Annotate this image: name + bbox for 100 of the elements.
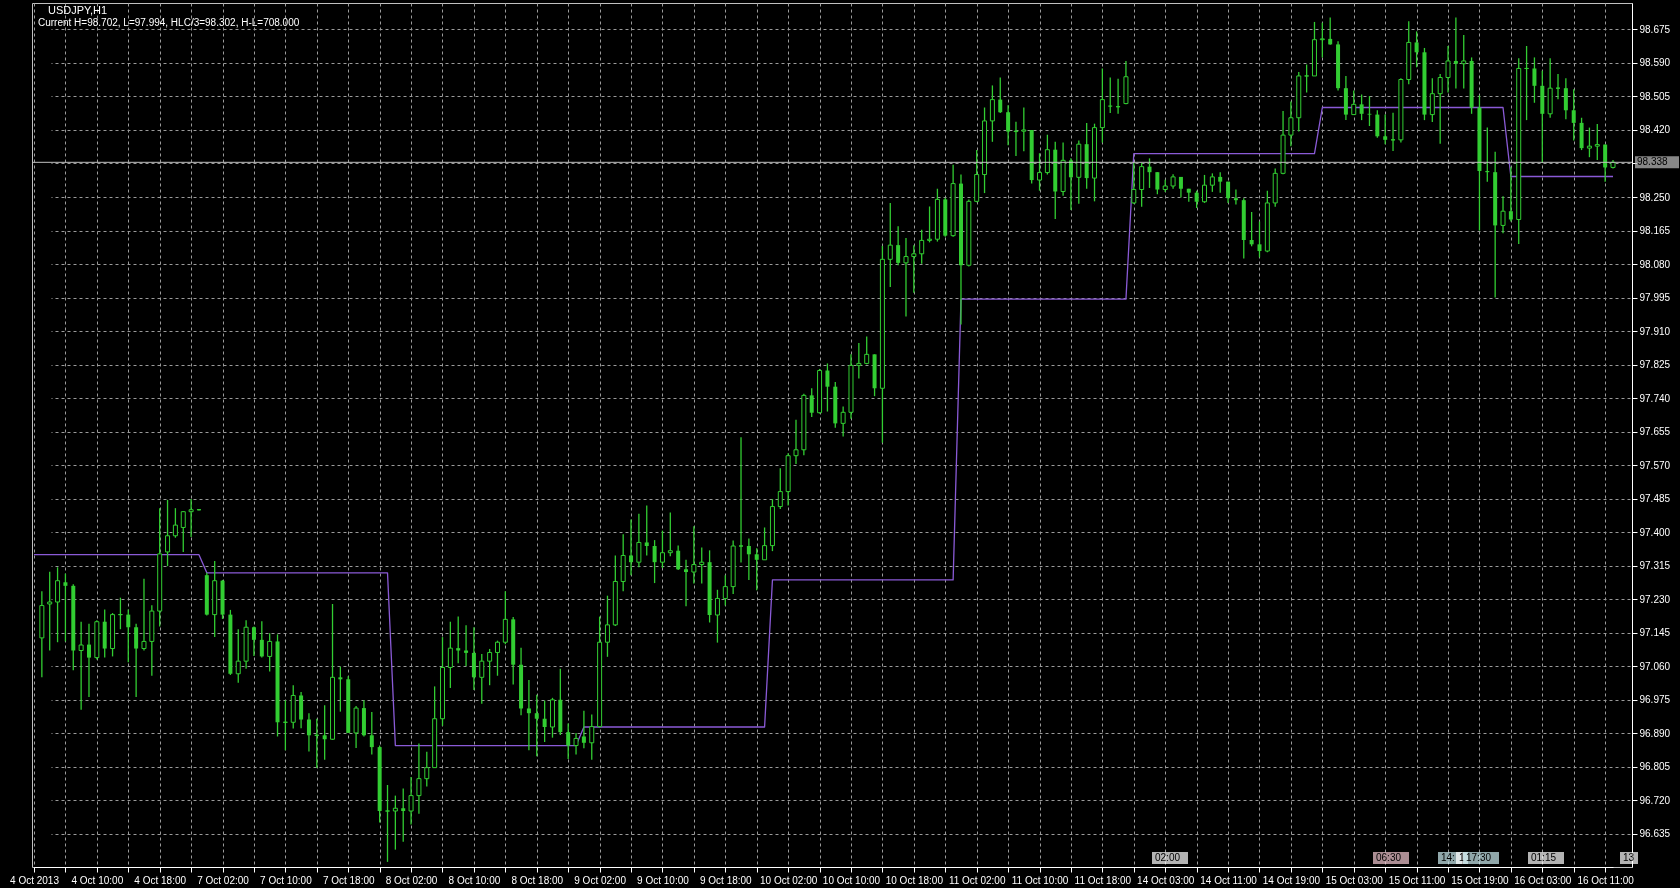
candlestick: [424, 751, 430, 788]
candlestick: [487, 648, 493, 686]
candlestick: [684, 559, 689, 607]
y-tick-label: 97.740: [1639, 392, 1671, 404]
candlestick: [401, 787, 406, 843]
candlestick: [47, 570, 53, 652]
y-tick-label: 98.165: [1639, 225, 1671, 237]
text: Current H=98.702, L=97.994, HLC/3=98.302, H-L=708.000: [38, 17, 300, 28]
candlestick: [1249, 211, 1254, 247]
x-tick-label: 11 Oct 10:00: [1011, 874, 1069, 886]
y-tick-label: 98.590: [1639, 57, 1671, 69]
x-tick-label: 10 Oct 18:00: [885, 874, 944, 886]
candlestick: [1383, 113, 1388, 145]
y-tick-label: 96.975: [1639, 694, 1671, 706]
candlestick: [188, 498, 194, 538]
candlestick: [494, 640, 500, 677]
candlestick: [1257, 220, 1262, 258]
y-tick-label: 97.145: [1639, 627, 1671, 639]
candlestick: [722, 574, 728, 607]
x-tick-label: 7 Oct 02:00: [197, 874, 250, 886]
candlestick: [86, 623, 91, 698]
candlestick: [267, 632, 273, 673]
candlestick: [456, 615, 461, 664]
candlestick: [408, 776, 414, 826]
candlestick: [856, 342, 862, 380]
candlestick: [1037, 152, 1043, 192]
candlestick: [1500, 195, 1506, 234]
candlestick: [1218, 171, 1223, 194]
candlestick: [1563, 77, 1568, 120]
x-tick-label: 10 Oct 02:00: [760, 874, 818, 886]
candlestick: [1006, 104, 1011, 147]
candlestick: [1288, 100, 1294, 147]
candlestick: [1147, 157, 1152, 189]
candlestick: [1414, 30, 1419, 68]
candlestick: [1131, 162, 1137, 205]
y-tick-label: 97.400: [1639, 526, 1671, 538]
candlestick: [1586, 126, 1592, 158]
candlestick: [369, 711, 374, 756]
y-tick-label: 96.635: [1639, 828, 1671, 840]
candlestick: [1571, 88, 1576, 142]
candlestick: [385, 784, 391, 863]
candlestick: [126, 608, 131, 663]
candlestick: [1013, 121, 1019, 157]
x-tick-label: 10 Oct 10:00: [822, 874, 881, 886]
x-tick-label: 15 Oct 11:00: [1388, 874, 1446, 886]
candlestick: [589, 713, 595, 761]
y-tick-label: 98.505: [1639, 90, 1671, 102]
x-tick-label: 9 Oct 10:00: [637, 874, 690, 886]
y-tick-label: 97.230: [1639, 593, 1671, 605]
candlestick: [1508, 166, 1513, 223]
candlestick: [1429, 77, 1435, 123]
candlestick: [581, 710, 586, 749]
chart-title: USDJPY,H1: [48, 4, 108, 16]
annotation: 14:: [1441, 852, 1455, 863]
candlestick: [526, 679, 531, 751]
y-tick-label: 98.080: [1639, 258, 1671, 270]
y-tick-label: 97.825: [1639, 359, 1671, 371]
candlestick: [141, 578, 147, 652]
candlestick: [1532, 56, 1537, 104]
candlestick: [644, 504, 649, 557]
y-tick-label: 97.570: [1639, 459, 1671, 471]
candlestick: [699, 546, 705, 585]
x-tick-label: 14 Oct 11:00: [1200, 874, 1258, 886]
candlestick: [134, 623, 139, 698]
candlestick: [1044, 134, 1050, 176]
candlestick: [1155, 171, 1160, 195]
candlestick: [1453, 16, 1458, 90]
candlestick: [447, 621, 453, 689]
x-tick-label: 4 Oct 18:00: [134, 874, 187, 886]
y-tick-label: 96.805: [1639, 761, 1671, 773]
candlestick: [306, 712, 311, 753]
candlestick: [259, 620, 264, 659]
candlestick: [502, 590, 508, 645]
candlestick: [573, 732, 579, 756]
candlestick: [1359, 93, 1364, 121]
candlestick: [338, 666, 343, 713]
candlestick: [479, 653, 485, 705]
x-tick-label: 9 Oct 18:00: [699, 874, 753, 886]
candlestick: [896, 225, 901, 266]
annotation: 17:30: [1466, 852, 1492, 863]
x-tick-label: 15 Oct 03:00: [1325, 874, 1384, 886]
x-tick-label: 14 Oct 03:00: [1137, 874, 1195, 886]
candlestick: [542, 699, 547, 743]
candlestick: [1319, 22, 1325, 59]
y-tick-label: 97.910: [1639, 325, 1671, 337]
candlestick: [1445, 45, 1451, 94]
candlestick: [78, 621, 84, 711]
candlestick: [927, 205, 933, 244]
x-tick-label: 8 Oct 10:00: [448, 874, 501, 886]
candlestick: [636, 513, 642, 568]
candlestick: [629, 518, 634, 576]
candlestick: [777, 467, 783, 510]
annotation: 01:15: [1531, 852, 1557, 863]
x-tick-label: 16 Oct 11:00: [1577, 874, 1635, 886]
candlestick: [235, 628, 241, 684]
candlestick: [676, 544, 681, 571]
candlestick: [754, 547, 759, 591]
candlestick: [1304, 63, 1310, 94]
candlestick: [989, 84, 995, 143]
candlestick: [534, 694, 539, 757]
